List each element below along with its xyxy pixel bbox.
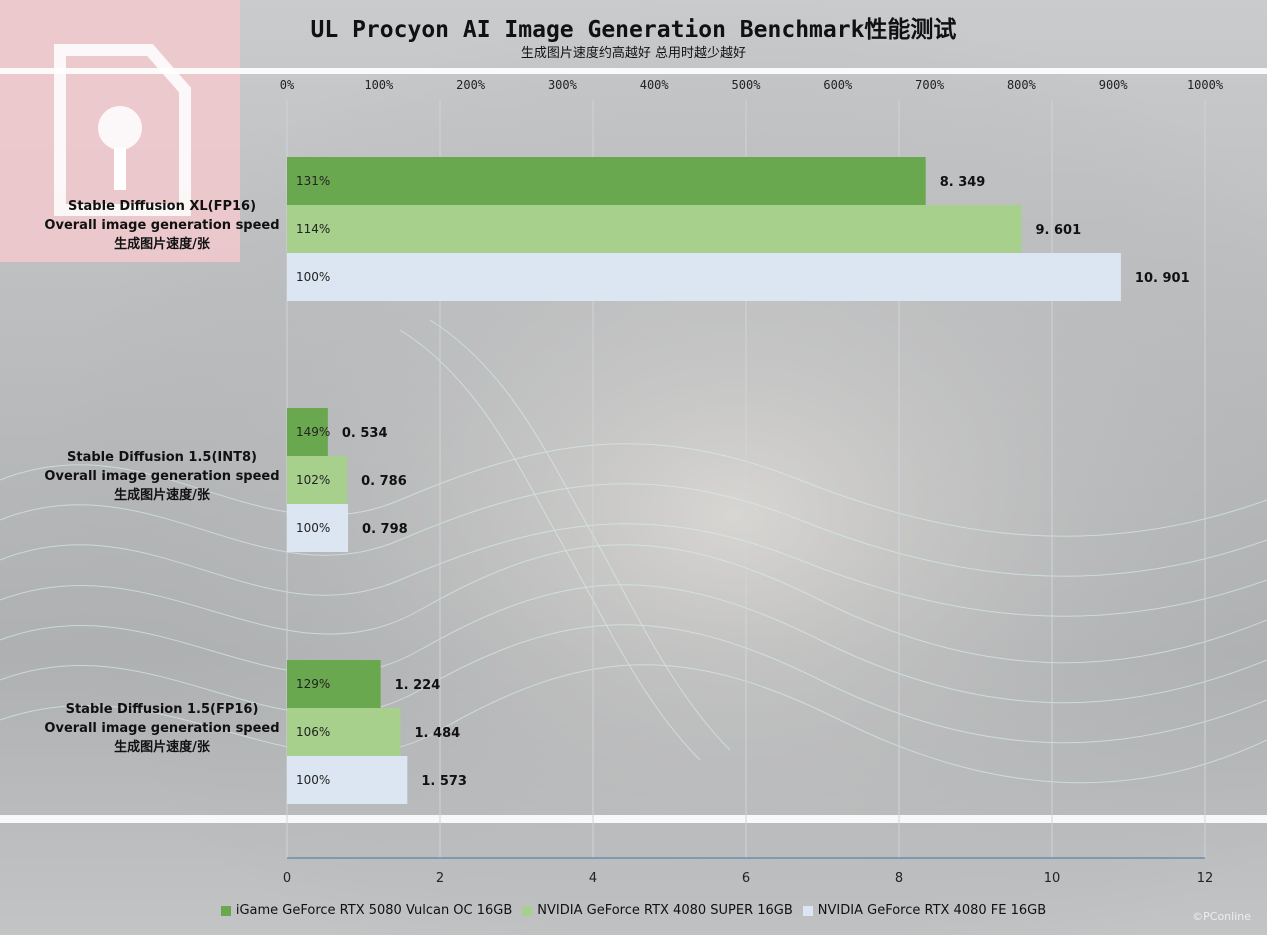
chart-subtitle: 生成图片速度约高越好 总用时越少越好 xyxy=(520,46,747,61)
category-label: Stable Diffusion 1.5(FP16) Overall image … xyxy=(44,702,279,755)
legend-item-series-3: NVIDIA GeForce RTX 4080 FE 16GB xyxy=(802,903,1047,918)
bar xyxy=(287,456,348,504)
bar xyxy=(287,708,401,756)
legend-swatch-series-2 xyxy=(522,905,533,916)
bar-value-label: 8. 349 xyxy=(940,175,986,190)
legend-swatch-series-3 xyxy=(802,905,813,916)
decorative-waves xyxy=(0,319,1267,784)
bar-percent-label: 100% xyxy=(296,773,330,787)
bar xyxy=(287,157,926,205)
bottom-axis-tick-label: 8 xyxy=(895,871,903,886)
top-axis-tick-label: 400% xyxy=(640,78,670,92)
top-axis-tick-label: 500% xyxy=(732,78,762,92)
bottom-axis-tick-label: 2 xyxy=(436,871,444,886)
bar xyxy=(287,660,381,708)
bar xyxy=(287,253,1121,301)
legend-label-series-2: NVIDIA GeForce RTX 4080 SUPER 16GB xyxy=(537,903,793,918)
bar-percent-label: 100% xyxy=(296,270,330,284)
legend-item-series-1: iGame GeForce RTX 5080 Vulcan OC 16GB xyxy=(220,903,513,918)
top-axis-tick-label: 600% xyxy=(823,78,853,92)
top-axis-tick-label: 900% xyxy=(1099,78,1129,92)
bar-percent-label: 100% xyxy=(296,521,330,535)
bar-percent-label: 131% xyxy=(296,174,330,188)
bottom-axis-tick-label: 12 xyxy=(1197,871,1214,886)
bottom-axis-tick-label: 10 xyxy=(1044,871,1061,886)
top-axis-tick-label: 200% xyxy=(456,78,486,92)
top-axis-tick-label: 700% xyxy=(915,78,945,92)
bottom-axis-tick-label: 4 xyxy=(589,871,597,886)
top-axis-tick-label: 0% xyxy=(280,78,295,92)
bar-percent-label: 114% xyxy=(296,222,330,236)
bar xyxy=(287,504,349,552)
category-label: Stable Diffusion XL(FP16) Overall image g… xyxy=(44,199,279,252)
bar-percent-label: 129% xyxy=(296,677,330,691)
bar-value-label: 1. 484 xyxy=(415,726,461,741)
bar xyxy=(287,408,328,456)
bottom-axis-tick-label: 6 xyxy=(742,871,750,886)
legend-label-series-3: NVIDIA GeForce RTX 4080 FE 16GB xyxy=(817,903,1047,918)
bar-percent-label: 102% xyxy=(296,473,330,487)
legend-swatch-series-1 xyxy=(220,905,231,916)
legend-item-series-2: NVIDIA GeForce RTX 4080 SUPER 16GB xyxy=(522,903,793,918)
bar-value-label: 1. 573 xyxy=(421,774,467,789)
legend-label-series-1: iGame GeForce RTX 5080 Vulcan OC 16GB xyxy=(235,903,513,918)
watermark: ©PConline xyxy=(1192,910,1251,923)
bar xyxy=(287,205,1022,253)
top-axis-tick-label: 100% xyxy=(364,78,394,92)
bar-percent-label: 149% xyxy=(296,425,330,439)
category-label: Stable Diffusion 1.5(INT8) Overall image … xyxy=(44,450,279,503)
chart-title: UL Procyon AI Image Generation Benchmark… xyxy=(310,17,957,43)
bottom-axis-tick-label: 0 xyxy=(283,871,291,886)
logo-icon xyxy=(54,44,191,216)
bar-value-label: 0. 534 xyxy=(342,426,388,441)
legend: iGame GeForce RTX 5080 Vulcan OC 16GB NV… xyxy=(0,903,1267,918)
bar-percent-label: 106% xyxy=(296,725,330,739)
top-axis-tick-label: 1000% xyxy=(1187,78,1224,92)
top-axis-tick-label: 800% xyxy=(1007,78,1037,92)
bar xyxy=(287,756,408,804)
top-axis-tick-label: 300% xyxy=(548,78,578,92)
bar-value-label: 1. 224 xyxy=(395,678,441,693)
bar-value-label: 0. 786 xyxy=(361,474,407,489)
bar-value-label: 9. 601 xyxy=(1035,223,1081,238)
bar-value-label: 10. 901 xyxy=(1135,271,1190,286)
bar-value-label: 0. 798 xyxy=(362,522,408,537)
